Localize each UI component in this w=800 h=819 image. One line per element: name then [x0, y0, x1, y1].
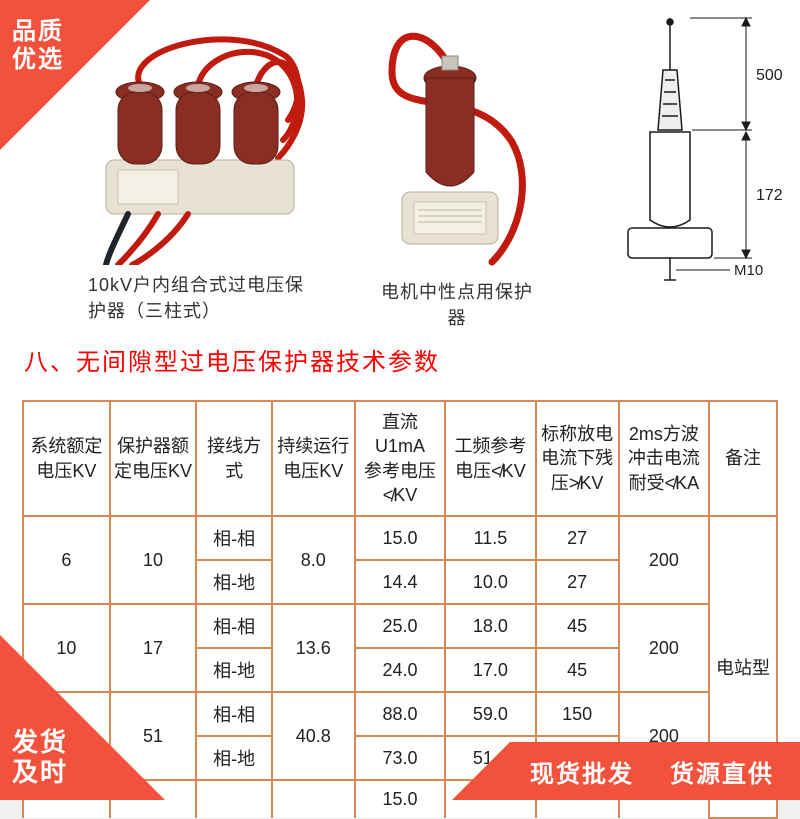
cell-pf: 11.5 [445, 516, 535, 560]
cell-wire: 相-地 [196, 648, 271, 692]
cell-dc: 14.4 [355, 560, 445, 604]
table-row: 1017相-相13.625.018.045200 [23, 604, 777, 648]
figure-left: 10kV户内组合式过电压保护器（三柱式） [88, 30, 318, 323]
cell-dc: 15.0 [355, 780, 445, 818]
cell-res: 45 [536, 604, 619, 648]
badge-bottom-right-strip: 现货批发 货源直供 [510, 742, 800, 800]
col-cont: 持续运行电压KV [272, 401, 355, 516]
cell-pf: 18.0 [445, 604, 535, 648]
cell-wire: 相-相 [196, 604, 271, 648]
cell-dc: 88.0 [355, 692, 445, 736]
cell-sys: 6 [23, 516, 110, 604]
col-dc: 直流U1mA参考电压≮KV [355, 401, 445, 516]
cell-pf: 59.0 [445, 692, 535, 736]
product-3col-icon [88, 30, 318, 265]
col-pf: 工频参考电压≮KV [445, 401, 535, 516]
cell-dc: 15.0 [355, 516, 445, 560]
table-row: 610相-相8.015.011.527200电站型 [23, 516, 777, 560]
cell-wire [196, 780, 271, 818]
badge-text-line: 及时 [12, 757, 68, 787]
cell-sq: 200 [619, 516, 709, 604]
col-wire: 接线方式 [196, 401, 271, 516]
document-page: { "badges": { "top_left_line1": "品质", "t… [0, 0, 800, 800]
figure-left-caption: 10kV户内组合式过电压保护器（三柱式） [88, 271, 318, 323]
strip-item: 货源直供 [670, 754, 774, 789]
cell-res: 27 [536, 560, 619, 604]
badge-text-line: 优选 [12, 46, 64, 73]
section-title: 八、无间隙型过电压保护器技术参数 [24, 342, 440, 377]
badge-text-line: 发货 [12, 727, 68, 757]
product-neutral-icon [372, 22, 542, 272]
strip-item: 现货批发 [530, 754, 634, 789]
cell-dc: 73.0 [355, 736, 445, 780]
table-header-row: 系统额定电压KV 保护器额定电压KV 接线方式 持续运行电压KV 直流U1mA参… [23, 401, 777, 516]
cell-dc: 25.0 [355, 604, 445, 648]
badge-text-line: 品质 [12, 18, 64, 45]
cell-cont: 40.8 [272, 692, 355, 780]
cell-wire: 相-相 [196, 692, 271, 736]
cell-rated: 10 [110, 516, 197, 604]
figure-right-drawing: 500 172 M10 [580, 10, 780, 290]
cell-res: 27 [536, 516, 619, 560]
cell-rated: 17 [110, 604, 197, 692]
cell-wire: 相-地 [196, 736, 271, 780]
figure-row: 10kV户内组合式过电压保护器（三柱式） 电机中性点用保护器 [0, 0, 800, 310]
figure-mid-caption: 电机中性点用保护器 [372, 278, 542, 330]
cell-dc: 24.0 [355, 648, 445, 692]
cell-cont: 13.6 [272, 604, 355, 692]
table-row: 3551相-相40.888.059.0150200 [23, 692, 777, 736]
cell-cont [272, 780, 355, 818]
col-remark: 备注 [709, 401, 777, 516]
col-sq: 2ms方波冲击电流耐受≮KA [619, 401, 709, 516]
cell-sq: 200 [619, 604, 709, 692]
cell-wire: 相-相 [196, 516, 271, 560]
cell-pf: 17.0 [445, 648, 535, 692]
cell-wire: 相-地 [196, 560, 271, 604]
cell-cont: 8.0 [272, 516, 355, 604]
dim-172-label: 172 [756, 187, 783, 204]
technical-drawing-icon: 500 172 M10 [580, 10, 790, 290]
col-sys: 系统额定电压KV [23, 401, 110, 516]
cell-pf: 10.0 [445, 560, 535, 604]
figure-middle: 电机中性点用保护器 [372, 22, 542, 330]
col-res: 标称放电电流下残压≯KV [536, 401, 619, 516]
dim-m10-label: M10 [734, 262, 763, 279]
cell-res: 45 [536, 648, 619, 692]
badge-top-left-text: 品质 优选 [12, 18, 64, 73]
badge-bottom-left-text: 发货 及时 [12, 728, 68, 788]
col-rated: 保护器额定电压KV [110, 401, 197, 516]
cell-res: 150 [536, 692, 619, 736]
dim-500-label: 500 [756, 67, 783, 84]
